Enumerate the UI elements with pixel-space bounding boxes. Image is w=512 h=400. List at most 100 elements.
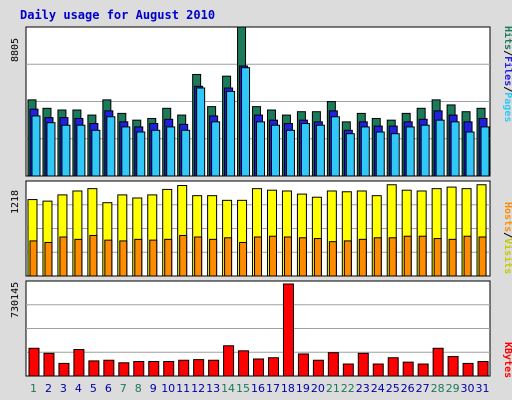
kbytes-bar	[357, 352, 369, 377]
pages-bar	[181, 129, 191, 177]
pages-bar	[166, 126, 176, 177]
kbytes-bar	[253, 358, 265, 377]
hosts-bar	[298, 237, 307, 277]
pages-bar	[241, 67, 251, 177]
day-label: 11	[176, 382, 190, 395]
pages-bar	[420, 124, 430, 177]
pages-bar	[226, 90, 236, 177]
kbytes-bar	[327, 352, 339, 377]
hosts-bar	[403, 235, 412, 277]
hosts-visits-panel	[25, 180, 491, 277]
kbytes-bar	[103, 359, 115, 377]
kbytes-bar	[43, 352, 55, 377]
hosts-bar	[224, 237, 233, 277]
pages-bar	[136, 131, 146, 177]
kbytes-bar	[133, 361, 145, 377]
pages-bar	[91, 129, 101, 177]
hosts-bar	[239, 241, 248, 277]
day-label: 16	[251, 382, 265, 395]
hosts-bar	[134, 238, 143, 277]
kbytes-bar	[238, 350, 250, 377]
pages-bar	[76, 124, 86, 177]
pages-bar	[450, 121, 460, 177]
kbytes-panel	[25, 280, 491, 377]
kbytes-bar	[447, 355, 459, 377]
hosts-bar	[44, 241, 53, 277]
pages-bar	[435, 119, 445, 177]
kbytes-bar	[58, 362, 70, 377]
hosts-bar	[478, 236, 487, 277]
day-label: 3	[60, 382, 67, 395]
day-label: 25	[386, 382, 400, 395]
day-label: 21	[326, 382, 340, 395]
day-label: 9	[150, 382, 157, 395]
kbytes-bar	[223, 345, 235, 377]
hosts-bar	[433, 238, 442, 277]
hosts-bar	[74, 238, 83, 277]
pages-bar	[345, 133, 355, 177]
pages-bar	[480, 126, 490, 177]
day-label: 24	[371, 382, 385, 395]
hosts-bar	[254, 236, 263, 277]
kbytes-bar	[297, 353, 309, 377]
kbytes-bar	[208, 359, 220, 377]
day-label: 1	[30, 382, 37, 395]
day-label: 14	[221, 382, 235, 395]
day-label: 26	[401, 382, 415, 395]
pages-bar	[31, 115, 41, 177]
pages-bar	[151, 129, 161, 177]
legend-files: Files	[502, 56, 512, 86]
hosts-bar	[149, 239, 158, 277]
day-label: 23	[356, 382, 370, 395]
day-label: 22	[341, 382, 355, 395]
hosts-bar	[29, 240, 38, 277]
kbytes-bar	[342, 363, 354, 377]
day-label: 15	[236, 382, 250, 395]
pages-bar	[121, 126, 131, 177]
hosts-bar	[104, 239, 113, 277]
hosts-bar	[194, 236, 203, 277]
kbytes-bar	[372, 363, 384, 377]
day-label: 5	[90, 382, 97, 395]
kbytes-bar	[178, 359, 190, 377]
hosts-bar	[89, 234, 98, 277]
day-label: 27	[416, 382, 430, 395]
hosts-bar	[328, 241, 337, 277]
kbytes-bar	[477, 361, 489, 377]
kbytes-bar	[267, 357, 279, 377]
kbytes-bar	[28, 347, 40, 377]
day-label: 7	[120, 382, 127, 395]
day-label: 4	[75, 382, 82, 395]
pages-bar	[211, 121, 221, 177]
legend-visits: Visits	[502, 238, 512, 274]
day-label: 28	[431, 382, 445, 395]
pages-bar	[270, 124, 280, 177]
pages-bar	[360, 126, 370, 177]
kbytes-bar	[462, 362, 474, 377]
pages-bar	[405, 126, 415, 177]
day-label: 17	[266, 382, 280, 395]
kbytes-bar	[402, 361, 414, 377]
hosts-bar	[418, 235, 427, 277]
hosts-bar	[209, 238, 218, 277]
pages-bar	[375, 131, 385, 177]
kbytes-bar	[193, 359, 205, 377]
hosts-bar	[119, 240, 128, 277]
kbytes-bar	[417, 363, 429, 377]
kbytes-ymax-label: 730145	[10, 282, 21, 318]
hosts-bar	[373, 237, 382, 277]
legend-hits-files-pages: Hits/Files/Pages	[502, 26, 512, 122]
kbytes-bar	[88, 360, 100, 377]
legend-hosts: Hosts	[502, 202, 512, 232]
hosts-bar	[268, 235, 277, 277]
kbytes-bar	[118, 362, 130, 377]
pages-bar	[256, 121, 266, 177]
pages-bar	[285, 129, 295, 177]
pages-bar	[330, 116, 340, 177]
pages-bar	[300, 123, 310, 177]
pages-bar	[390, 133, 400, 177]
hosts-bar	[343, 240, 352, 277]
legend-pages: Pages	[502, 92, 512, 122]
day-label: 18	[281, 382, 295, 395]
day-label: 30	[461, 382, 475, 395]
